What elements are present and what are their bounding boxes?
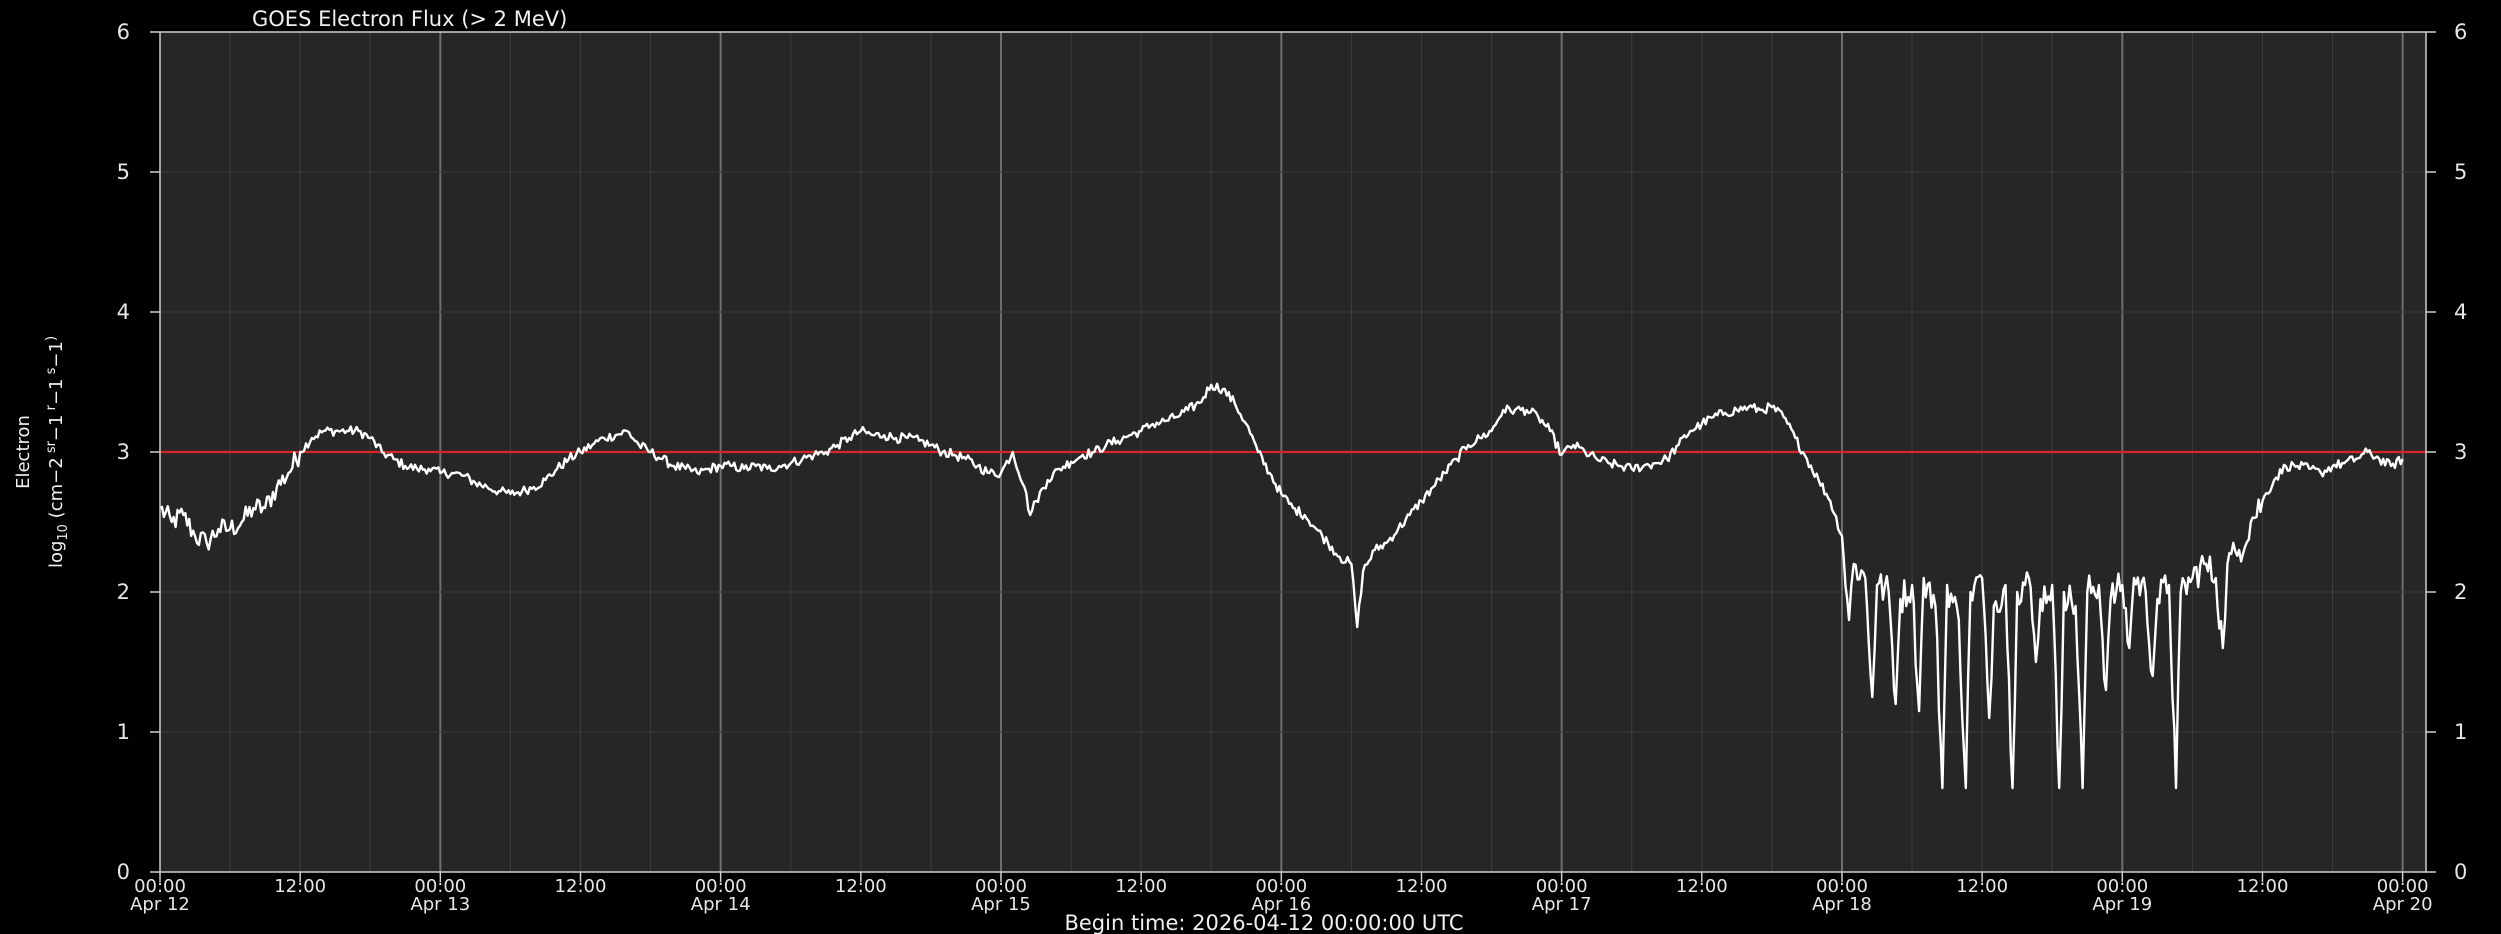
y-tick-label-right: 4 <box>2454 300 2467 324</box>
y-axis-label-part: r <box>44 404 59 414</box>
y-tick-label: 4 <box>117 300 130 324</box>
x-tick-time-label: 00:00 <box>1255 876 1307 897</box>
y-axis-label-part: ) <box>44 336 59 341</box>
y-tick-label-right: 2 <box>2454 580 2467 604</box>
y-tick-label: 5 <box>117 160 130 184</box>
series-line <box>159 382 2404 790</box>
y-tick-label: 1 <box>117 720 130 744</box>
x-tick-date-label: Apr 15 <box>971 894 1031 915</box>
x-tick-date-label: Apr 18 <box>1812 894 1872 915</box>
x-tick-date-label: Apr 20 <box>2373 894 2433 915</box>
x-tick-time-label: 12:00 <box>1956 876 2008 897</box>
y-axis-label-part: log <box>46 541 67 568</box>
y-axis-label-part: −1 <box>46 378 67 405</box>
series-layer <box>159 382 2404 790</box>
x-tick-time-label: 00:00 <box>1816 876 1868 897</box>
x-tick-time-label: 00:00 <box>2096 876 2148 897</box>
x-tick-date-label: Apr 13 <box>410 894 470 915</box>
x-tick-time-label: 00:00 <box>1536 876 1588 897</box>
y-tick-label-right: 1 <box>2454 720 2467 744</box>
y-tick-label: 0 <box>117 860 130 884</box>
y-axis-label-part: sr <box>44 440 59 457</box>
x-tick-time-label: 00:00 <box>695 876 747 897</box>
y-axis-label-line1: Electron <box>13 415 34 489</box>
y-axis-label-line2: log10 (cm−2 sr−1 r−1 s−1) <box>44 336 71 568</box>
y-tick-label-right: 0 <box>2454 860 2467 884</box>
x-tick-date-label: Apr 14 <box>691 894 751 915</box>
x-tick-time-label: 00:00 <box>975 876 1027 897</box>
y-axis-label-part: 10 <box>56 524 71 541</box>
y-axis-label-part: −2 <box>46 457 67 484</box>
y-axis-label-part: s <box>44 367 59 378</box>
y-tick-label-right: 3 <box>2454 440 2467 464</box>
begin-time-label: Begin time: 2026-04-12 00:00:00 UTC <box>1064 911 1463 934</box>
y-tick-label: 3 <box>117 440 130 464</box>
y-axis-label-part: (cm <box>46 484 67 524</box>
x-tick-time-label: 00:00 <box>414 876 466 897</box>
x-tick-date-label: Apr 12 <box>130 894 190 915</box>
y-axis-label-part: −1 <box>46 415 67 442</box>
x-tick-time-label: 00:00 <box>2377 876 2429 897</box>
x-tick-time-label: 00:00 <box>134 876 186 897</box>
x-tick-date-label: Apr 17 <box>1532 894 1592 915</box>
x-tick-time-label: 12:00 <box>1396 876 1448 897</box>
y-tick-label: 2 <box>117 580 130 604</box>
x-tick-time-label: 12:00 <box>835 876 887 897</box>
y-tick-label: 6 <box>117 20 130 44</box>
y-axis-label: Electron log10 (cm−2 sr−1 r−1 s−1) <box>13 336 71 568</box>
y-tick-label-right: 5 <box>2454 160 2467 184</box>
y-axis-right: 0 1 2 3 4 5 6 <box>2426 20 2467 884</box>
y-tick-label-right: 6 <box>2454 20 2467 44</box>
x-tick-time-label: 12:00 <box>1115 876 1167 897</box>
x-tick-date-label: Apr 19 <box>2092 894 2152 915</box>
x-tick-date-label: Apr 16 <box>1251 894 1311 915</box>
y-axis-label-part: −1 <box>46 341 67 368</box>
x-tick-time-label: 12:00 <box>2237 876 2289 897</box>
x-tick-time-label: 12:00 <box>1676 876 1728 897</box>
y-axis-left: 0 1 2 3 4 5 6 <box>117 20 160 884</box>
x-tick-time-label: 12:00 <box>274 876 326 897</box>
chart-title: GOES Electron Flux (> 2 MeV) <box>252 7 567 31</box>
x-tick-time-label: 12:00 <box>555 876 607 897</box>
